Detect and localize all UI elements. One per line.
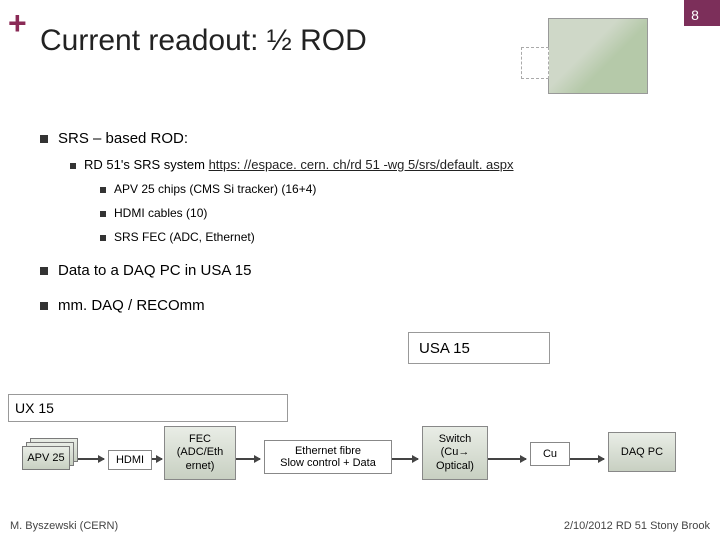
rd51-link[interactable]: https: //espace. cern. ch/rd 51 -wg 5/sr… [209, 157, 514, 172]
footer-left: M. Byszewski (CERN) [10, 520, 118, 532]
plus-icon: + [8, 5, 27, 42]
bullet-datapc: Data to a DAQ PC in USA 15 [40, 262, 680, 279]
bullet-mmdaq-text: mm. DAQ / RECOmm [58, 297, 205, 314]
usa15-box: USA 15 [408, 332, 550, 364]
bullet-sub2: HDMI cables (10) [100, 206, 680, 220]
sub2-text: HDMI cables (10) [114, 206, 207, 220]
cu-label: Cu [543, 448, 557, 460]
bullet-rd51-text: RD 51's SRS system [84, 157, 209, 172]
content-area: SRS – based ROD: RD 51's SRS system http… [40, 130, 680, 332]
hdmi-node: HDMI [108, 450, 152, 470]
arrow-4 [392, 458, 418, 460]
bullet-rd51: RD 51's SRS system https: //espace. cern… [70, 157, 680, 244]
daq-label: DAQ PC [621, 446, 663, 458]
fec-label: FEC (ADC/Eth ernet) [171, 433, 229, 473]
arrow-2 [152, 458, 162, 460]
page-title: Current readout: ½ ROD [40, 24, 367, 58]
hdmi-label: HDMI [116, 454, 144, 466]
usa15-label: USA 15 [419, 340, 470, 357]
apv-stack: APV 25 [22, 438, 78, 470]
apv-node-front: APV 25 [22, 446, 70, 470]
eth-line1: Ethernet fibre [280, 445, 376, 457]
switch-node: Switch (Cu→ Optical) [422, 426, 488, 480]
ux15-box: UX 15 [8, 394, 288, 422]
bullet-srs-text: SRS – based ROD: [58, 130, 188, 147]
sub3-text: SRS FEC (ADC, Ethernet) [114, 230, 255, 244]
switch-label: Switch (Cu→ Optical) [429, 433, 481, 473]
apv-label: APV 25 [27, 452, 64, 464]
arrow-6 [570, 458, 604, 460]
eth-line2: Slow control + Data [280, 457, 376, 469]
ethernet-node: Ethernet fibre Slow control + Data [264, 440, 392, 474]
bullet-sub1: APV 25 chips (CMS Si tracker) (16+4) [100, 182, 680, 196]
arrow-3 [236, 458, 260, 460]
fec-node: FEC (ADC/Eth ernet) [164, 426, 236, 480]
bullet-datapc-text: Data to a DAQ PC in USA 15 [58, 262, 251, 279]
sub1-text: APV 25 chips (CMS Si tracker) (16+4) [114, 182, 316, 196]
bullet-sub3: SRS FEC (ADC, Ethernet) [100, 230, 680, 244]
ux15-label: UX 15 [15, 400, 54, 416]
daq-node: DAQ PC [608, 432, 676, 472]
arrow-1 [78, 458, 104, 460]
page-number: 8 [684, 4, 706, 26]
cu-node: Cu [530, 442, 570, 466]
bullet-mmdaq: mm. DAQ / RECOmm [40, 297, 680, 314]
hardware-illustration [548, 18, 648, 94]
bullet-srs: SRS – based ROD: RD 51's SRS system http… [40, 130, 680, 244]
arrow-5 [488, 458, 526, 460]
footer-right: 2/10/2012 RD 51 Stony Brook [564, 520, 710, 532]
